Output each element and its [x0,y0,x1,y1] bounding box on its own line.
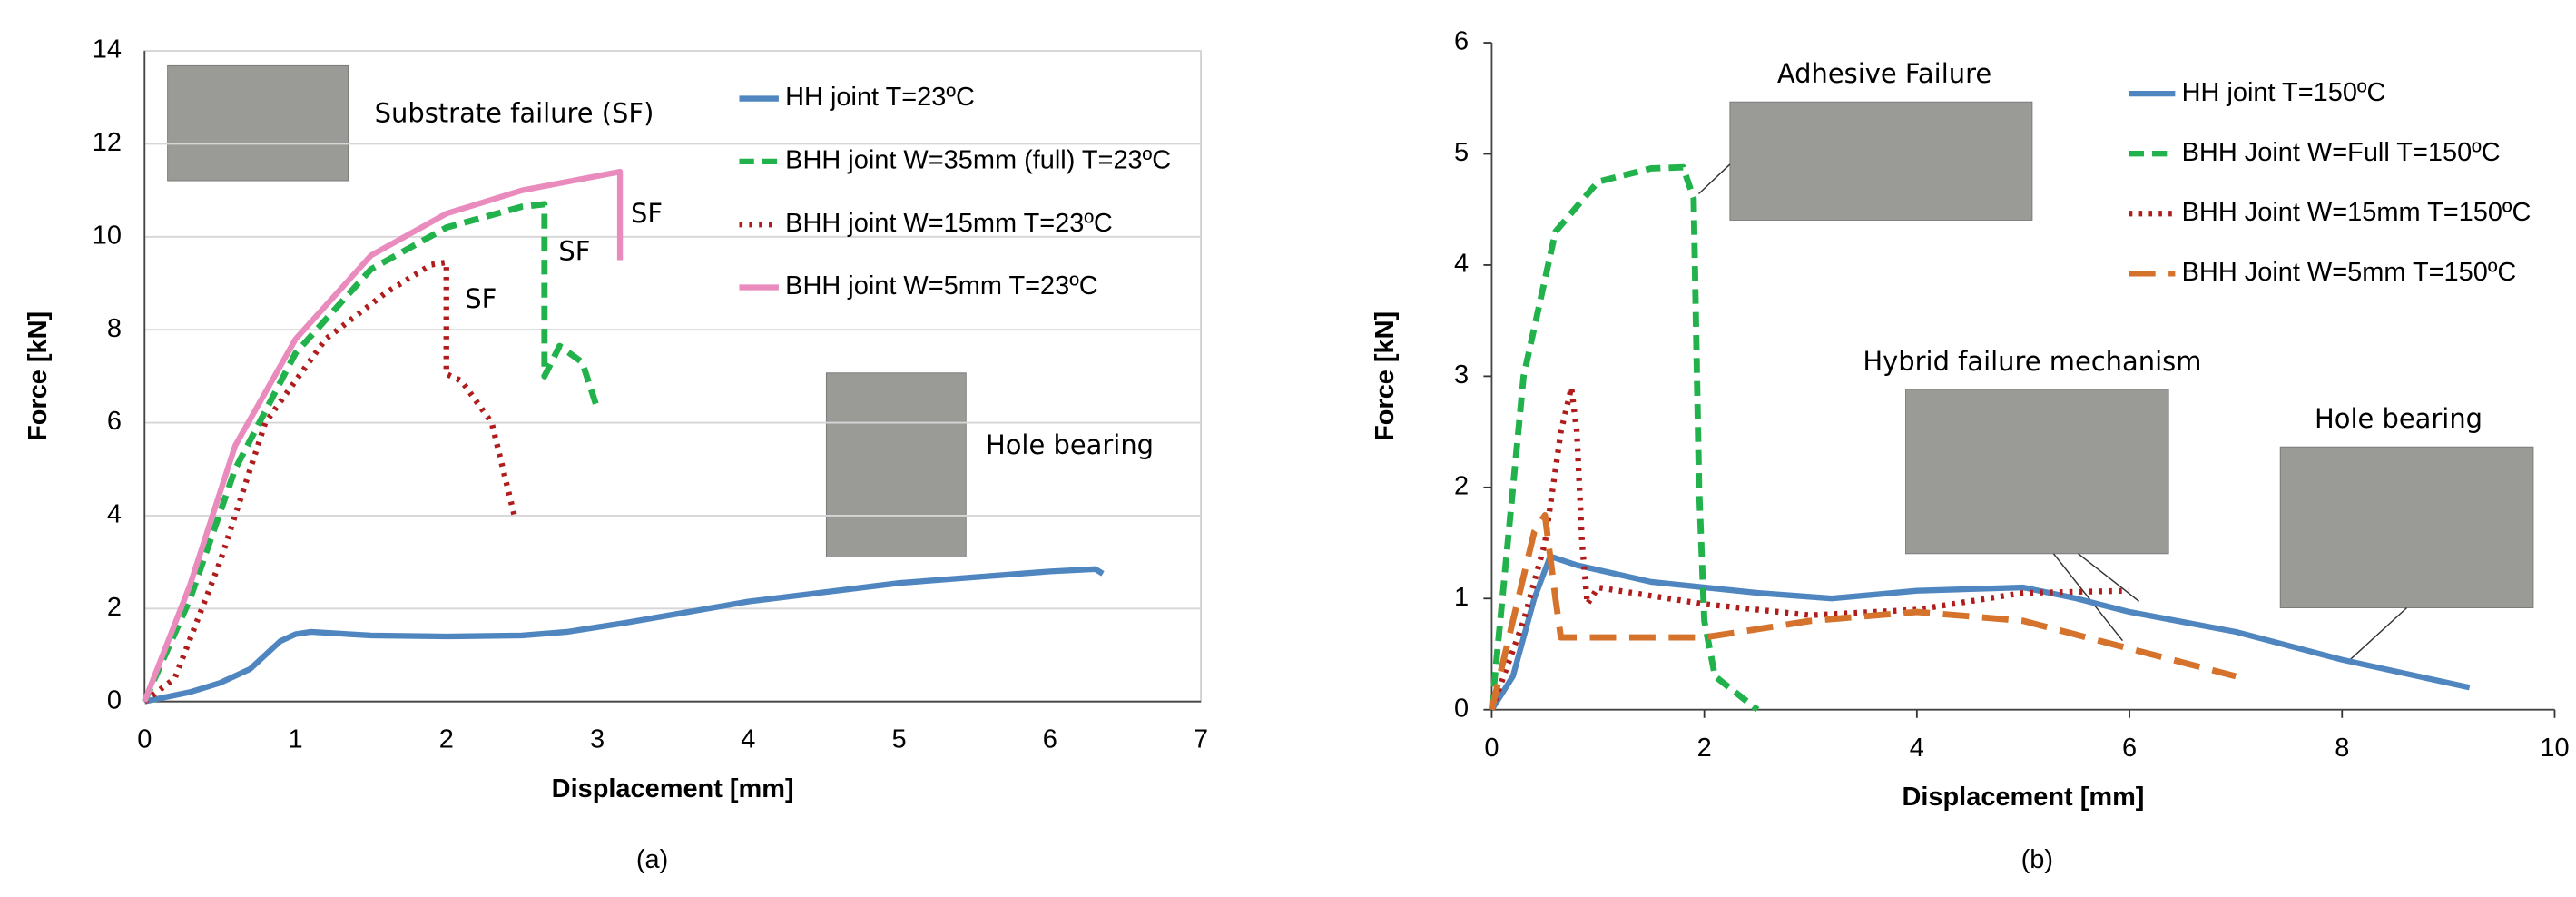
y-tick-label: 10 [93,221,122,250]
x-tick-label: 2 [439,725,454,754]
annotation: SF [631,198,663,229]
photo [1905,389,2169,555]
y-tick-label: 6 [1454,27,1469,56]
y-axis-label: Force [kN] [24,311,53,441]
x-axis-label: Displacement [mm] [1902,783,2144,812]
x-tick-label: 4 [741,725,755,754]
y-tick-label: 5 [1454,138,1469,167]
series-line [142,201,601,704]
x-axis-label: Displacement [mm] [552,774,794,803]
x-tick-label: 0 [137,725,152,754]
y-tick-label: 4 [107,500,122,529]
panel-label: (b) [2021,845,2053,874]
y-tick-label: 4 [1454,250,1469,279]
annotation: Hybrid failure mechanism [1863,346,2201,377]
x-tick-label: 1 [288,725,302,754]
pointer [2348,606,2408,661]
x-tick-label: 7 [1194,725,1208,754]
x-tick-label: 2 [1697,734,1712,763]
legend-label: BHH Joint W=Full T=150ºC [2182,138,2501,167]
annotation: Hole bearing [986,429,1154,460]
panel-label: (a) [636,845,668,874]
photo [825,372,967,557]
photo [1729,101,2033,221]
y-tick-label: 2 [107,593,122,622]
legend-label: BHH joint W=35mm (full) T=23ºC [785,146,1171,175]
series-line [142,168,624,703]
x-tick-label: 4 [1910,734,1924,763]
series-line [143,566,1105,705]
legend-label: BHH Joint W=15mm T=150ºC [2182,198,2532,227]
y-axis-label: Force [kN] [1371,311,1400,441]
series-line [1489,553,2471,712]
annotation: Hole bearing [2315,403,2483,434]
x-tick-label: 6 [1043,725,1057,754]
legend-label: BHH joint W=5mm T=23ºC [785,271,1098,301]
x-tick-label: 0 [1484,734,1499,763]
y-tick-label: 3 [1454,360,1469,389]
photo [167,64,349,182]
y-tick-label: 8 [107,314,122,343]
legend-label: HH joint T=150ºC [2182,78,2386,107]
y-tick-label: 0 [1454,694,1469,723]
series-line [1489,512,2237,711]
legend-label: BHH joint W=15mm T=23ºC [785,209,1113,238]
pointer [1697,163,1731,195]
x-tick-label: 5 [892,725,907,754]
pointer [2078,553,2140,602]
pointer [2052,553,2124,642]
annotation: Adhesive Failure [1777,58,1991,89]
x-tick-label: 10 [2540,734,2569,763]
y-tick-label: 14 [93,35,122,64]
series-line [1489,163,1760,713]
x-tick-label: 6 [2122,734,2137,763]
annotation: Substrate failure (SF) [375,98,654,129]
annotation: SF [558,236,590,267]
y-tick-label: 2 [1454,471,1469,500]
x-tick-label: 3 [590,725,605,754]
annotation: SF [465,283,497,314]
legend-label: HH joint T=23ºC [785,83,975,112]
photo [2279,446,2534,608]
x-tick-label: 8 [2335,734,2349,763]
y-tick-label: 6 [107,407,122,436]
series-line [143,259,517,705]
y-tick-label: 0 [107,685,122,715]
y-tick-label: 12 [93,128,122,157]
legend-label: BHH Joint W=5mm T=150ºC [2182,258,2517,287]
y-tick-label: 1 [1454,583,1469,612]
